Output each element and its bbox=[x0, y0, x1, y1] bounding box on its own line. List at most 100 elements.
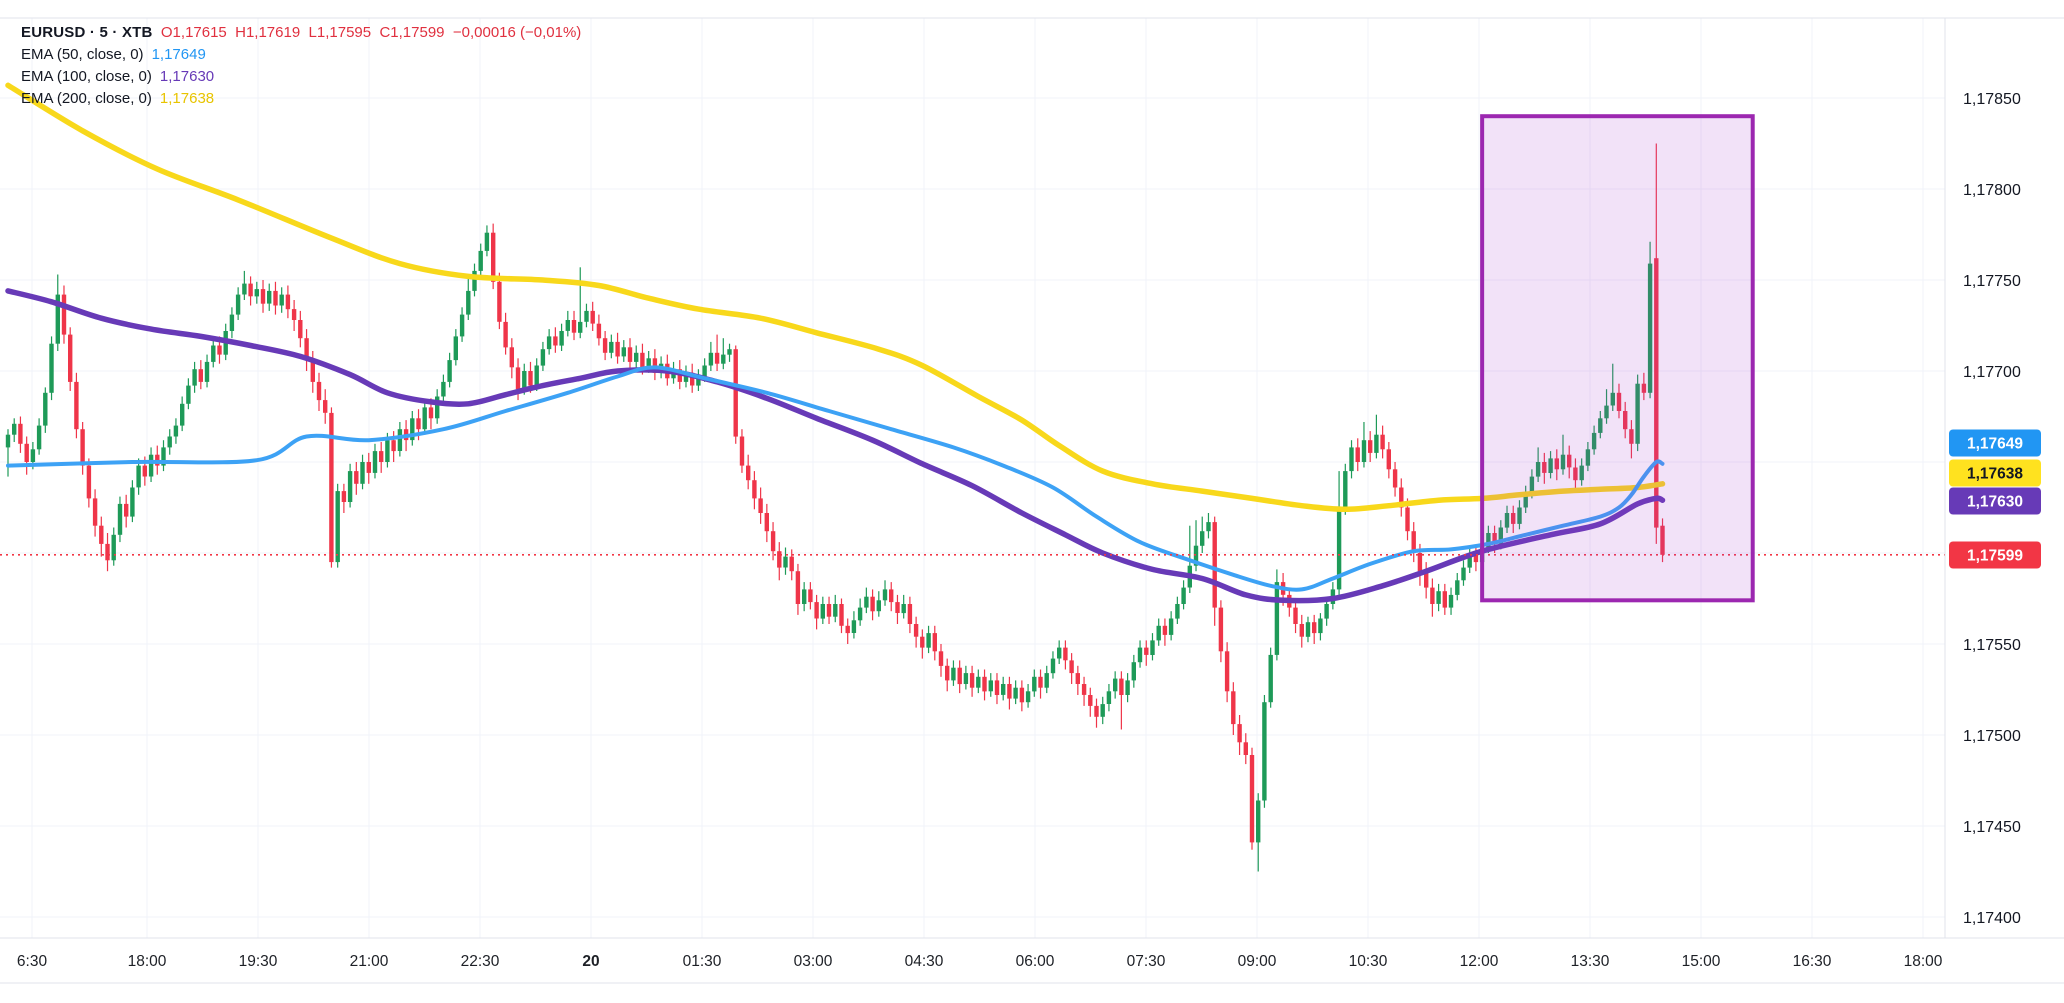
indicator-row-ema100[interactable]: EMA (100, close, 0) 1,17630 bbox=[21, 66, 581, 88]
candle-body-up[interactable] bbox=[1262, 702, 1267, 801]
candle-body-down[interactable] bbox=[92, 498, 98, 526]
candle-body-down[interactable] bbox=[1243, 742, 1248, 755]
candle-body-down[interactable] bbox=[217, 345, 222, 355]
candle-body-up[interactable] bbox=[235, 294, 241, 315]
candle-body-up[interactable] bbox=[559, 331, 564, 346]
candle-body-down[interactable] bbox=[1162, 625, 1168, 635]
candle-body-down[interactable] bbox=[379, 451, 384, 462]
candle-body-down[interactable] bbox=[746, 465, 751, 481]
candle-body-up[interactable] bbox=[702, 365, 707, 377]
candle-body-up[interactable] bbox=[1050, 658, 1056, 674]
candle-body-up[interactable] bbox=[1343, 471, 1348, 508]
candle-body-down[interactable] bbox=[18, 423, 23, 444]
candle-body-up[interactable] bbox=[211, 345, 216, 362]
candle-body-up[interactable] bbox=[1200, 531, 1205, 546]
ema100-line[interactable] bbox=[5, 288, 1666, 604]
candle-body-up[interactable] bbox=[204, 361, 210, 382]
candle-body-up[interactable] bbox=[347, 471, 353, 502]
candle-body-down[interactable] bbox=[298, 320, 303, 339]
candle-body-down[interactable] bbox=[1573, 467, 1578, 481]
candle-body-up[interactable] bbox=[783, 556, 788, 568]
candle-body-down[interactable] bbox=[1081, 684, 1087, 695]
candle-body-up[interactable] bbox=[1498, 527, 1503, 544]
candle-body-up[interactable] bbox=[963, 673, 969, 684]
candle-body-up[interactable] bbox=[857, 607, 863, 621]
candle-body-down[interactable] bbox=[341, 491, 347, 502]
candle-body-down[interactable] bbox=[428, 407, 434, 419]
candle-body-up[interactable] bbox=[435, 396, 440, 419]
candle-body-down[interactable] bbox=[795, 571, 801, 604]
candle-body-down[interactable] bbox=[124, 503, 129, 517]
candle-body-down[interactable] bbox=[1654, 258, 1659, 528]
candle-body-down[interactable] bbox=[1492, 533, 1497, 544]
candle-body-up[interactable] bbox=[876, 600, 881, 612]
candle-body-up[interactable] bbox=[901, 604, 906, 614]
candle-body-up[interactable] bbox=[1274, 582, 1280, 655]
candle-body-down[interactable] bbox=[260, 289, 266, 304]
candle-body-down[interactable] bbox=[1629, 429, 1634, 444]
candle-body-up[interactable] bbox=[447, 360, 452, 382]
candle-body-down[interactable] bbox=[1231, 691, 1236, 725]
candle-body-up[interactable] bbox=[466, 290, 471, 315]
candle-body-up[interactable] bbox=[173, 425, 179, 437]
candle-body-down[interactable] bbox=[590, 310, 595, 324]
candle-body-up[interactable] bbox=[335, 491, 340, 563]
candle-body-up[interactable] bbox=[1504, 513, 1510, 528]
candle-body-up[interactable] bbox=[683, 372, 689, 382]
candle-body-up[interactable] bbox=[279, 294, 284, 306]
candle-body-down[interactable] bbox=[1442, 591, 1447, 608]
candle-body-up[interactable] bbox=[851, 620, 857, 633]
candle-body-down[interactable] bbox=[969, 673, 975, 688]
candle-body-down[interactable] bbox=[1069, 660, 1074, 674]
candle-body-up[interactable] bbox=[609, 341, 614, 353]
candle-body-down[interactable] bbox=[895, 602, 900, 613]
candle-body-down[interactable] bbox=[845, 625, 850, 634]
candle-body-down[interactable] bbox=[105, 543, 110, 561]
candle-body-down[interactable] bbox=[1249, 755, 1255, 843]
candle-body-down[interactable] bbox=[291, 309, 297, 320]
candle-body-up[interactable] bbox=[1448, 594, 1454, 608]
candle-body-down[interactable] bbox=[285, 294, 291, 310]
candle-body-down[interactable] bbox=[945, 665, 950, 681]
highlight-rectangle[interactable] bbox=[1480, 114, 1755, 603]
candle-body-up[interactable] bbox=[565, 320, 570, 331]
candle-body-up[interactable] bbox=[136, 465, 141, 488]
candle-body-down[interactable] bbox=[1542, 462, 1547, 473]
candle-body-down[interactable] bbox=[1430, 587, 1435, 604]
candle-body-up[interactable] bbox=[1324, 604, 1329, 619]
candle-body-up[interactable] bbox=[578, 321, 583, 333]
candle-body-down[interactable] bbox=[920, 636, 925, 648]
candle-body-down[interactable] bbox=[1616, 392, 1622, 411]
candle-body-up[interactable] bbox=[478, 250, 483, 271]
candle-body-up[interactable] bbox=[441, 381, 446, 397]
candle-body-up[interactable] bbox=[1647, 263, 1653, 393]
candle-body-down[interactable] bbox=[1088, 695, 1093, 706]
candle-body-up[interactable] bbox=[372, 451, 378, 473]
candle-body-down[interactable] bbox=[1094, 705, 1099, 717]
candle-body-down[interactable] bbox=[1380, 434, 1385, 450]
candle-body-down[interactable] bbox=[503, 321, 508, 348]
candle-body-up[interactable] bbox=[1523, 492, 1528, 508]
candle-body-down[interactable] bbox=[1119, 678, 1124, 695]
candle-body-down[interactable] bbox=[1554, 458, 1559, 470]
candle-body-up[interactable] bbox=[696, 376, 701, 386]
candle-body-down[interactable] bbox=[68, 334, 73, 382]
candle-body-up[interactable] bbox=[1125, 680, 1130, 695]
candle-body-up[interactable] bbox=[988, 680, 993, 692]
candle-body-down[interactable] bbox=[248, 283, 253, 297]
candle-body-up[interactable] bbox=[1318, 618, 1323, 634]
candle-body-up[interactable] bbox=[1001, 684, 1006, 695]
candle-body-down[interactable] bbox=[789, 556, 794, 572]
candle-body-up[interactable] bbox=[1150, 640, 1155, 655]
candle-body-down[interactable] bbox=[640, 352, 645, 368]
candle-body-up[interactable] bbox=[1455, 580, 1460, 595]
candle-body-down[interactable] bbox=[839, 604, 844, 626]
candle-body-down[interactable] bbox=[752, 480, 757, 499]
indicator-row-ema50[interactable]: EMA (50, close, 0) 1,17649 bbox=[21, 44, 581, 66]
candle-body-up[interactable] bbox=[459, 314, 465, 337]
candle-body-up[interactable] bbox=[1548, 458, 1553, 473]
candle-body-up[interactable] bbox=[1486, 533, 1491, 548]
candle-body-down[interactable] bbox=[571, 320, 577, 333]
candle-body-down[interactable] bbox=[814, 602, 819, 619]
candle-body-down[interactable] bbox=[690, 372, 695, 386]
